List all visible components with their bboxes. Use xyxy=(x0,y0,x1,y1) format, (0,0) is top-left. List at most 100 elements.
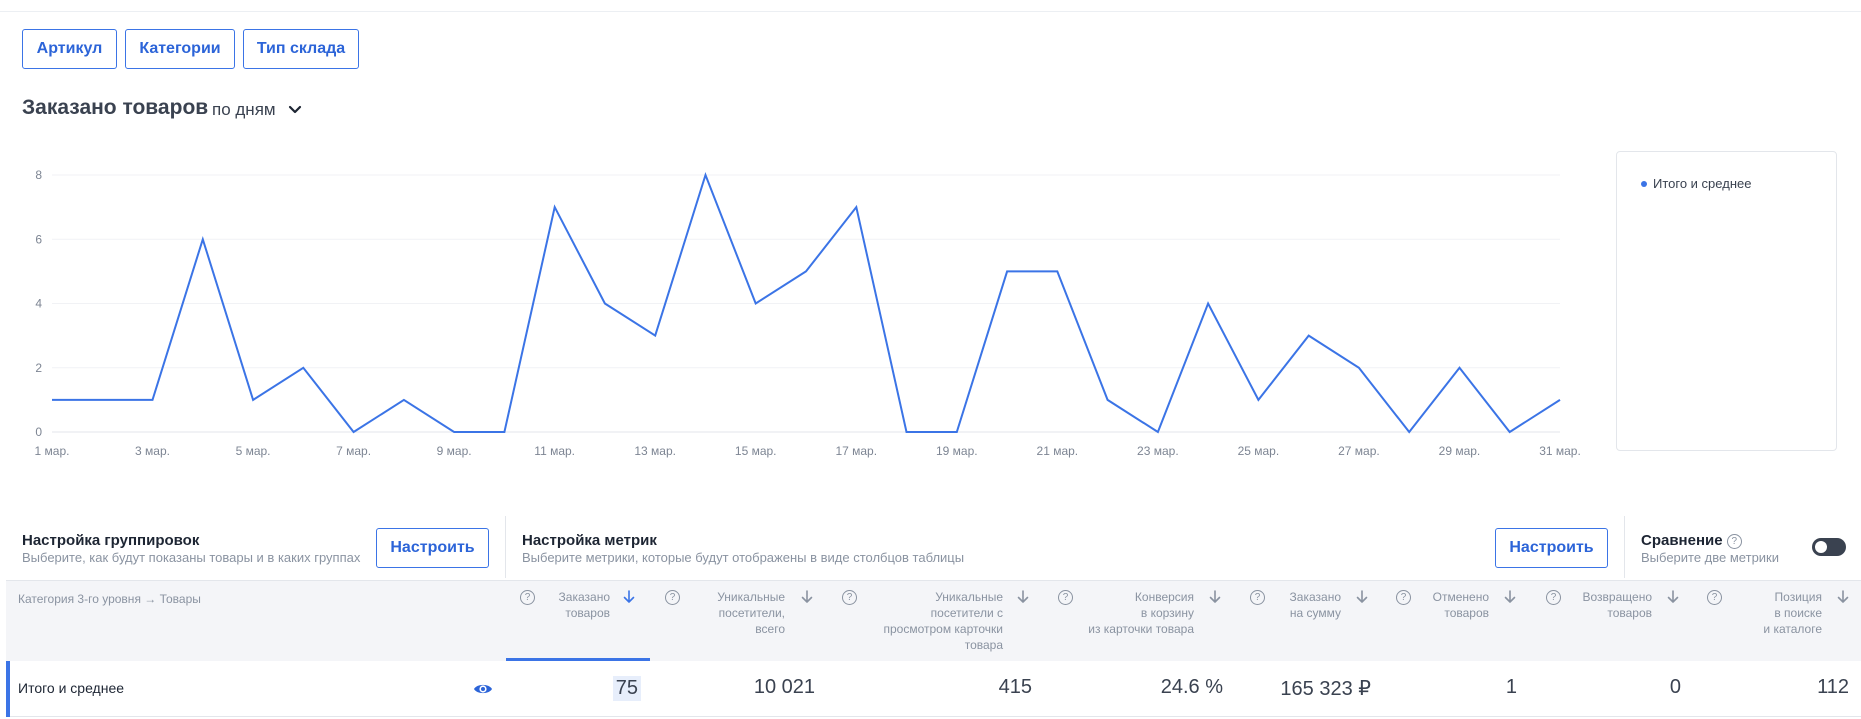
settings-row: Настройка группировок Выберите, как буду… xyxy=(0,516,1861,578)
x-tick-label: 19 мар. xyxy=(936,444,978,458)
column-header-line: Позиция xyxy=(1774,590,1822,604)
series-line xyxy=(52,171,1561,434)
filter-warehouse-type-button[interactable]: Тип склада xyxy=(243,29,359,69)
column-header-line: товара xyxy=(964,638,1003,652)
help-icon[interactable]: ? xyxy=(665,590,680,605)
column-header-line: из карточки товара xyxy=(1088,622,1194,636)
period-select-value: по дням xyxy=(212,100,276,119)
filter-categories-button[interactable]: Категории xyxy=(125,29,235,69)
column-header-label[interactable]: Заказано на сумму xyxy=(1290,589,1341,621)
chevron-down-icon xyxy=(288,105,301,114)
x-tick-label: 21 мар. xyxy=(1037,444,1079,458)
column-header-line: посетители с xyxy=(930,606,1003,620)
comparison-subtitle: Выберите две метрики xyxy=(1641,550,1780,565)
column-header-label[interactable]: Возвращено товаров xyxy=(1583,589,1652,621)
table-cell: 0 xyxy=(1669,676,1681,698)
table-cell: 24.6 % xyxy=(1160,676,1223,698)
sort-down-icon[interactable] xyxy=(1016,589,1030,605)
orders-line-chart: 0 2 4 6 8 1 мар. 3 мар. 5 мар. 7 мар. 9 мар. 11 ма… xyxy=(35,168,1581,458)
column-header-line: в корзину xyxy=(1140,606,1194,620)
active-sort-indicator xyxy=(506,658,650,661)
metrics-subtitle: Выберите метрики, которые будут отображе… xyxy=(522,550,965,565)
column-header-line: Возвращено xyxy=(1582,590,1652,604)
column-header-label[interactable]: Отменено товаров xyxy=(1433,589,1489,621)
comparison-toggle[interactable] xyxy=(1812,538,1846,556)
x-tick-label: 11 мар. xyxy=(534,444,575,458)
column-header-line: товаров xyxy=(565,606,610,620)
column-header-line: в поиске xyxy=(1774,606,1822,620)
table-cell: 415 xyxy=(998,676,1032,698)
x-tick-label: 7 мар. xyxy=(336,444,371,458)
column-header-label[interactable]: Уникальные посетители, всего xyxy=(717,589,785,637)
sort-down-icon[interactable] xyxy=(1208,589,1222,605)
y-tick-label: 2 xyxy=(35,361,42,375)
column-header-line: всего xyxy=(755,622,785,636)
table-cell: 10 021 xyxy=(753,676,815,698)
table-cell: 1 xyxy=(1505,676,1517,698)
metrics-title: Настройка метрик xyxy=(522,532,657,549)
grouping-title: Настройка группировок xyxy=(22,532,200,549)
metrics-configure-button[interactable]: Настроить xyxy=(1495,528,1608,568)
y-tick-label: 6 xyxy=(35,232,42,246)
settings-divider xyxy=(1624,516,1625,578)
column-header-line: Заказано xyxy=(558,590,610,604)
table-row xyxy=(6,661,1861,717)
legend-item[interactable]: Итого и среднее xyxy=(1641,176,1751,191)
column-header-label[interactable]: Конверсия в корзину из карточки товара xyxy=(1088,589,1194,637)
eye-icon[interactable] xyxy=(473,681,493,697)
column-header-line: Заказано xyxy=(1289,590,1341,604)
x-tick-label: 5 мар. xyxy=(236,444,271,458)
row-label: Итого и среднее xyxy=(18,680,125,696)
y-tick-label: 8 xyxy=(35,168,42,182)
table-cell: 75 xyxy=(612,676,641,701)
row-accent xyxy=(6,661,10,717)
sort-down-icon[interactable] xyxy=(622,589,636,605)
column-header-line: просмотром карточки xyxy=(883,622,1003,636)
grouping-configure-button[interactable]: Настроить xyxy=(376,528,489,568)
x-tick-label: 25 мар. xyxy=(1238,444,1280,458)
column-header-line: товаров xyxy=(1444,606,1489,620)
x-tick-label: 1 мар. xyxy=(35,444,70,458)
comparison-title-wrap: Сравнение ? xyxy=(1641,532,1742,549)
help-icon[interactable]: ? xyxy=(520,590,535,605)
column-header-category[interactable]: Категория 3-го уровня → Товары xyxy=(18,592,201,606)
top-strip xyxy=(0,0,1861,12)
table-cell: 112 xyxy=(1817,676,1849,698)
sort-down-icon[interactable] xyxy=(1503,589,1517,605)
comparison-title: Сравнение xyxy=(1641,532,1723,549)
help-icon[interactable]: ? xyxy=(1250,590,1265,605)
period-select[interactable]: по дням xyxy=(212,100,304,120)
column-header-label[interactable]: Позиция в поиске и каталоге xyxy=(1763,589,1822,637)
legend-dot xyxy=(1641,180,1647,187)
x-tick-label: 31 мар. xyxy=(1539,444,1581,458)
chart-legend: Итого и среднее xyxy=(1616,151,1837,451)
chart-title: Заказано товаров xyxy=(22,96,209,119)
help-icon[interactable]: ? xyxy=(842,590,857,605)
help-icon[interactable]: ? xyxy=(1396,590,1411,605)
grouping-subtitle: Выберите, как будут показаны товары и в … xyxy=(22,550,361,565)
x-tick-label: 23 мар. xyxy=(1137,444,1179,458)
sort-down-icon[interactable] xyxy=(1355,589,1369,605)
sort-down-icon[interactable] xyxy=(1836,589,1850,605)
x-tick-label: 27 мар. xyxy=(1338,444,1380,458)
column-header-line: Отменено xyxy=(1432,590,1489,604)
toggle-knob xyxy=(1815,541,1827,553)
help-icon[interactable]: ? xyxy=(1546,590,1561,605)
settings-divider xyxy=(505,516,506,578)
x-tick-label: 29 мар. xyxy=(1439,444,1481,458)
column-header-label[interactable]: Уникальные посетители с просмотром карточк… xyxy=(883,589,1003,653)
legend-label: Итого и среднее xyxy=(1653,176,1752,191)
sort-down-icon[interactable] xyxy=(1666,589,1680,605)
y-tick-label: 4 xyxy=(35,297,42,311)
x-tick-label: 3 мар. xyxy=(135,444,170,458)
column-header-label[interactable]: Заказано товаров xyxy=(559,589,610,621)
column-header-line: Конверсия xyxy=(1134,590,1194,604)
help-icon[interactable]: ? xyxy=(1726,533,1742,549)
filter-article-button[interactable]: Артикул xyxy=(22,29,117,69)
help-icon[interactable]: ? xyxy=(1058,590,1073,605)
help-icon[interactable]: ? xyxy=(1707,590,1722,605)
y-tick-label: 0 xyxy=(35,425,42,439)
column-header-line: и каталоге xyxy=(1763,622,1822,636)
sort-down-icon[interactable] xyxy=(800,589,814,605)
x-tick-label: 13 мар. xyxy=(634,444,676,458)
